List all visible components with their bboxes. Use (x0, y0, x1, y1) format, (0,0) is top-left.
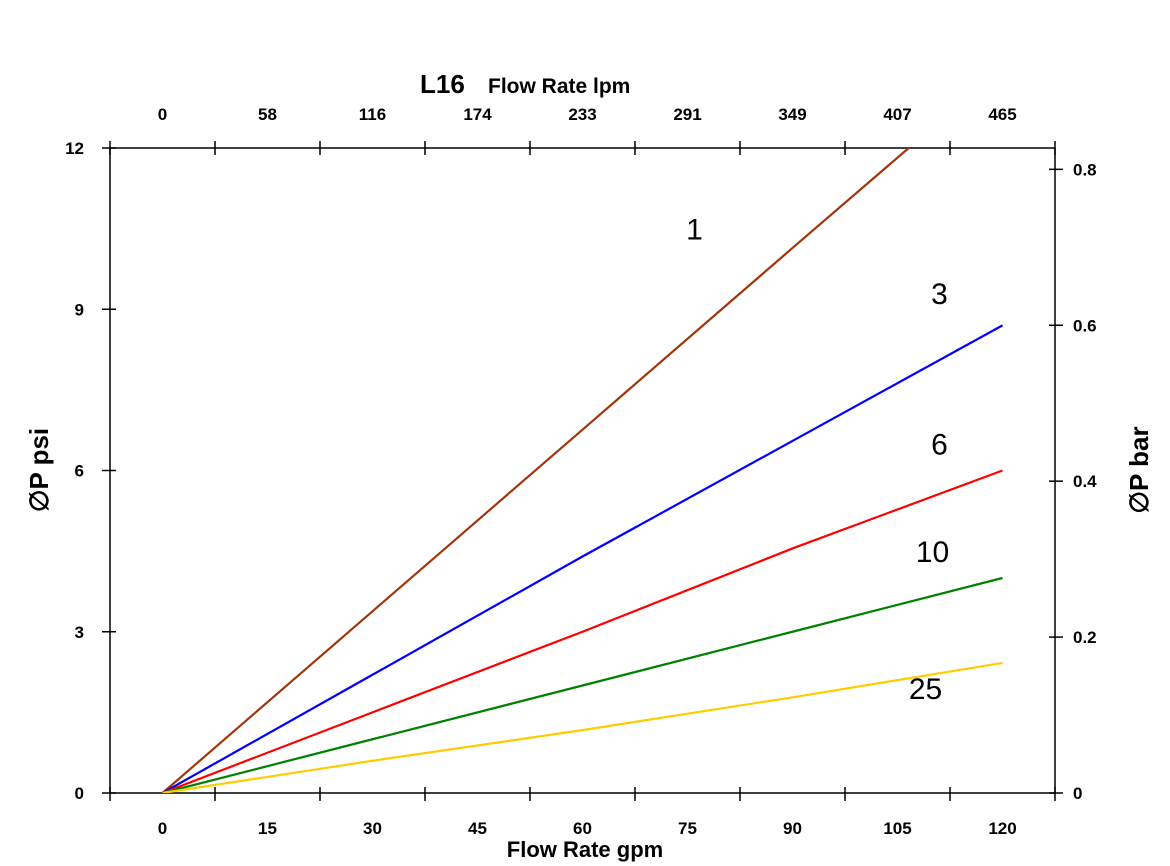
top-x-tick-label: 291 (673, 105, 701, 124)
series-line-1 (161, 148, 911, 793)
series-label: 3 (931, 278, 948, 311)
top-x-tick-label: 58 (258, 105, 277, 124)
x-tick-label: 105 (883, 819, 911, 838)
y-tick-label: 0 (75, 784, 84, 803)
x-tick-label: 30 (363, 819, 382, 838)
series-line-25 (162, 661, 1003, 793)
x-tick-label: 60 (573, 819, 592, 838)
y-tick-label: 3 (75, 623, 84, 642)
y-tick-label: 9 (75, 300, 84, 319)
y2-tick-label: 0.4 (1073, 472, 1097, 491)
y-axis-label: ∅P psi (24, 428, 54, 512)
series-label: 10 (916, 536, 949, 569)
y-tick-label: 6 (75, 462, 84, 481)
y2-tick-label: 0.8 (1073, 160, 1097, 179)
top-x-tick-label: 116 (359, 105, 386, 124)
x-axis-label: Flow Rate gpm (507, 837, 663, 862)
x-tick-label: 90 (783, 819, 802, 838)
top-x-tick-label: 0 (158, 105, 167, 124)
y2-tick-label: 0.2 (1073, 628, 1097, 647)
chart-title-prefix: L16 (420, 69, 465, 99)
series-label: 6 (931, 428, 948, 461)
top-x-tick-label: 465 (988, 105, 1016, 124)
y-tick-label: 12 (65, 139, 84, 158)
x-tick-label: 15 (258, 819, 277, 838)
x-tick-label: 45 (468, 819, 487, 838)
top-x-tick-label: 407 (883, 105, 911, 124)
y2-tick-label: 0.6 (1073, 316, 1097, 335)
x-tick-label: 0 (158, 819, 167, 838)
series-line-3 (161, 324, 1004, 793)
x-tick-label: 75 (678, 819, 697, 838)
y2-tick-label: 0 (1073, 784, 1082, 803)
series-label: 1 (686, 213, 703, 246)
y2-axis-label: ∅P bar (1124, 426, 1154, 513)
top-x-tick-label: 349 (778, 105, 806, 124)
series-line-6 (162, 469, 1003, 793)
series-label: 25 (909, 673, 942, 706)
top-x-axis-label: Flow Rate lpm (488, 75, 630, 98)
top-x-tick-label: 233 (568, 105, 596, 124)
top-x-tick-label: 174 (463, 105, 492, 124)
x-tick-label: 120 (988, 819, 1016, 838)
series-line-10 (162, 576, 1003, 793)
